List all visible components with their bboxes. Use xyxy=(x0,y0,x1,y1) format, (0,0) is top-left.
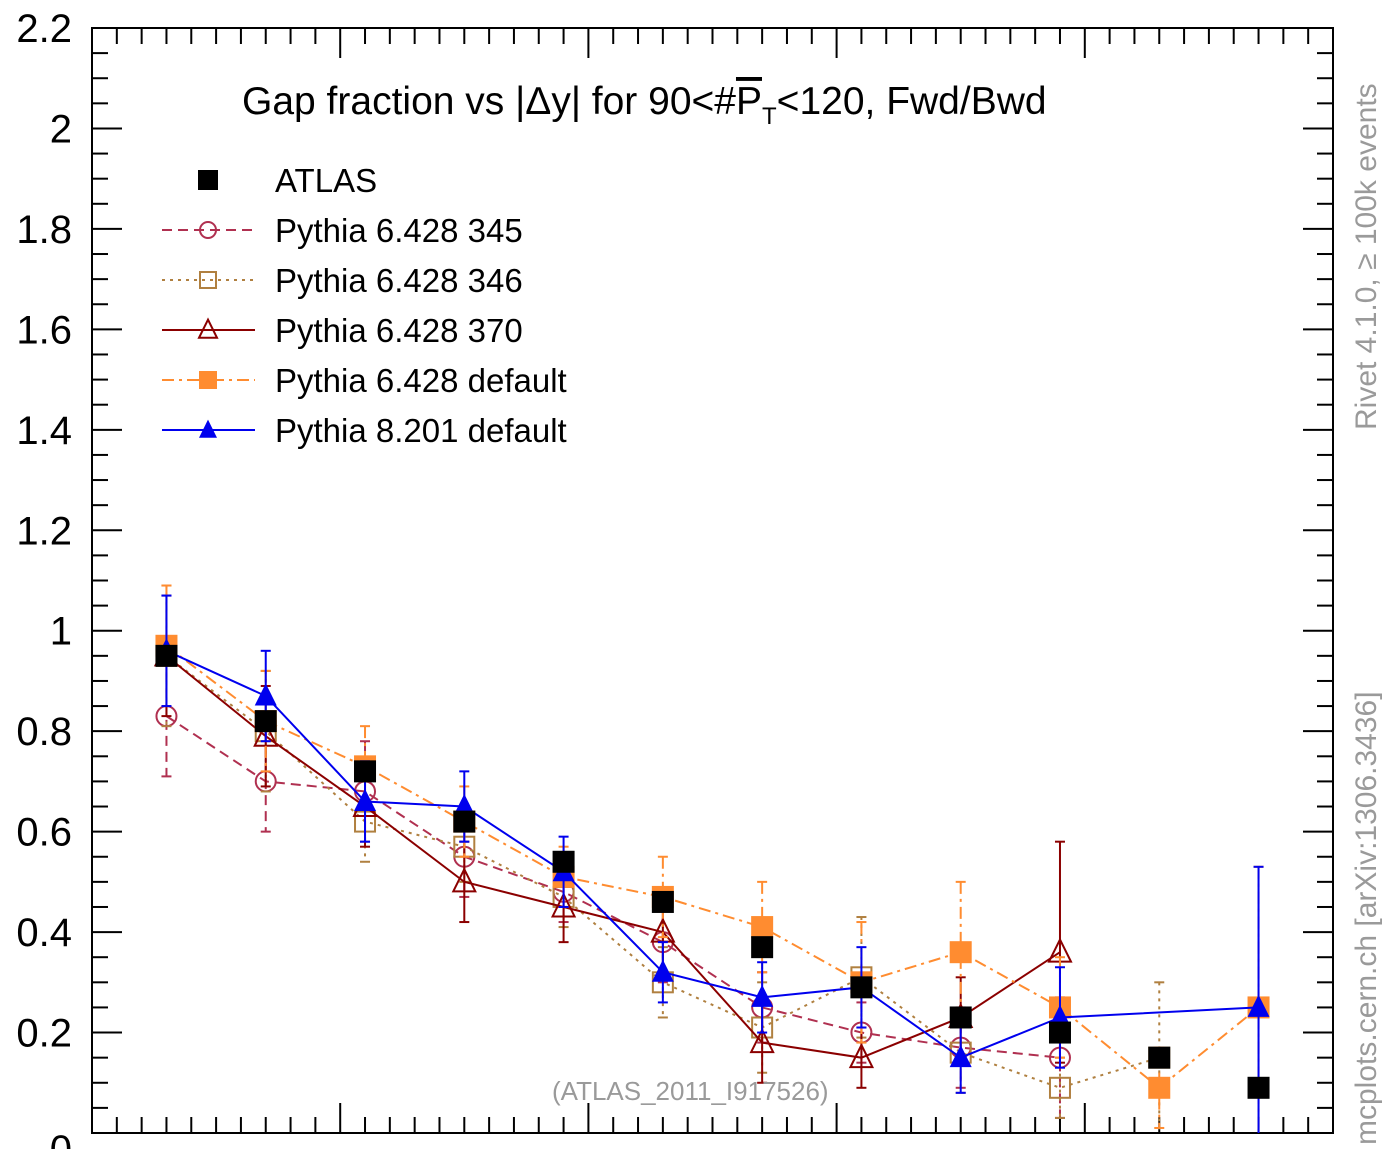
data-marker xyxy=(199,271,217,289)
y-tick-label: 0.6 xyxy=(16,811,72,855)
series-4 xyxy=(155,584,1270,1133)
data-marker xyxy=(751,936,774,959)
data-marker xyxy=(199,371,217,389)
y-tick-label: 0.8 xyxy=(16,710,72,754)
rivet-version-label: Rivet 4.1.0, ≥ 100k events xyxy=(1350,83,1383,430)
legend-entry: Pythia 6.428 default xyxy=(162,362,567,399)
data-marker xyxy=(155,644,178,667)
y-tick-label: 2 xyxy=(50,107,72,151)
series-line xyxy=(165,715,1061,1059)
series-0 xyxy=(155,644,1270,1099)
legend-entry: Pythia 8.201 default xyxy=(162,412,567,449)
series-5 xyxy=(155,594,1270,1133)
series-3 xyxy=(153,594,1073,1089)
y-tick-label: 0 xyxy=(50,1128,72,1149)
data-marker xyxy=(354,788,377,811)
data-marker xyxy=(1247,994,1270,1017)
data-marker xyxy=(848,1042,875,1069)
legend-label: Pythia 6.428 default xyxy=(275,362,567,399)
legend-entry: ATLAS xyxy=(198,162,377,199)
data-marker xyxy=(651,959,674,982)
legend-entry: Pythia 6.428 370 xyxy=(162,312,523,349)
y-axis: 0.2 0.4 0.6 0.8 1 1.2 1.4 1.6 1.8 2 2.2 0 xyxy=(16,7,1333,1149)
legend-label: ATLAS xyxy=(275,162,377,199)
data-marker xyxy=(751,984,774,1007)
data-marker xyxy=(850,976,873,999)
data-marker xyxy=(1048,1004,1071,1027)
data-marker xyxy=(749,1027,775,1054)
data-marker xyxy=(1048,1076,1071,1099)
legend-entry: Pythia 6.428 345 xyxy=(162,212,523,249)
data-marker xyxy=(254,710,277,733)
legend-label: Pythia 6.428 370 xyxy=(275,312,523,349)
data-marker xyxy=(198,170,218,190)
data-marker xyxy=(550,892,577,918)
data-marker xyxy=(197,317,219,339)
legend-label: Pythia 6.428 346 xyxy=(275,262,523,299)
series-line xyxy=(165,655,1160,1089)
x-axis xyxy=(91,28,1334,1133)
title-subscript-t: T xyxy=(762,103,777,130)
data-marker xyxy=(1148,1046,1171,1069)
data-marker xyxy=(552,850,575,873)
legend-label: Pythia 6.428 345 xyxy=(275,212,523,249)
series-line xyxy=(165,655,1061,1059)
data-marker xyxy=(949,941,972,964)
y-tick-label: 0.2 xyxy=(16,1012,72,1056)
series-line xyxy=(165,644,1260,1090)
series-layer xyxy=(153,584,1270,1133)
data-marker xyxy=(949,1045,972,1068)
data-marker xyxy=(949,1006,972,1029)
data-marker xyxy=(1247,1076,1270,1099)
y-tick-label: 1.8 xyxy=(16,208,72,252)
y-tick-label: 1.4 xyxy=(16,409,72,453)
y-tick-label: 1.6 xyxy=(16,308,72,352)
data-marker xyxy=(199,221,217,239)
mcplots-label: mcplots.cern.ch [arXiv:1306.3436] xyxy=(1350,691,1383,1145)
data-marker xyxy=(254,683,277,706)
legend-entry: Pythia 6.428 346 xyxy=(162,262,523,299)
y-tick-label: 1.2 xyxy=(16,509,72,553)
data-marker xyxy=(453,793,476,817)
title-overline-p: P xyxy=(736,80,762,123)
data-marker xyxy=(453,810,476,833)
series-line xyxy=(166,649,1259,1059)
data-marker xyxy=(253,721,279,747)
y-tick-label: 2.2 xyxy=(16,7,72,51)
data-marker xyxy=(751,916,774,939)
watermark-label: (ATLAS_2011_I917526) xyxy=(552,1076,829,1106)
legend-label: Pythia 8.201 default xyxy=(275,412,567,449)
data-marker xyxy=(651,890,674,913)
data-marker xyxy=(451,866,477,893)
y-tick-label: 1 xyxy=(50,610,72,654)
data-marker xyxy=(1148,1076,1171,1099)
chart-title: Gap fraction vs |Δy| for 90<#PT<120, Fwd… xyxy=(242,80,1047,130)
data-marker xyxy=(1048,1021,1071,1044)
data-marker xyxy=(199,419,217,438)
legend: ATLAS Pythia 6.428 345 Pythia 6.428 346 Pyt… xyxy=(162,162,567,449)
data-marker xyxy=(354,760,377,783)
y-tick-label: 0.4 xyxy=(16,911,72,955)
